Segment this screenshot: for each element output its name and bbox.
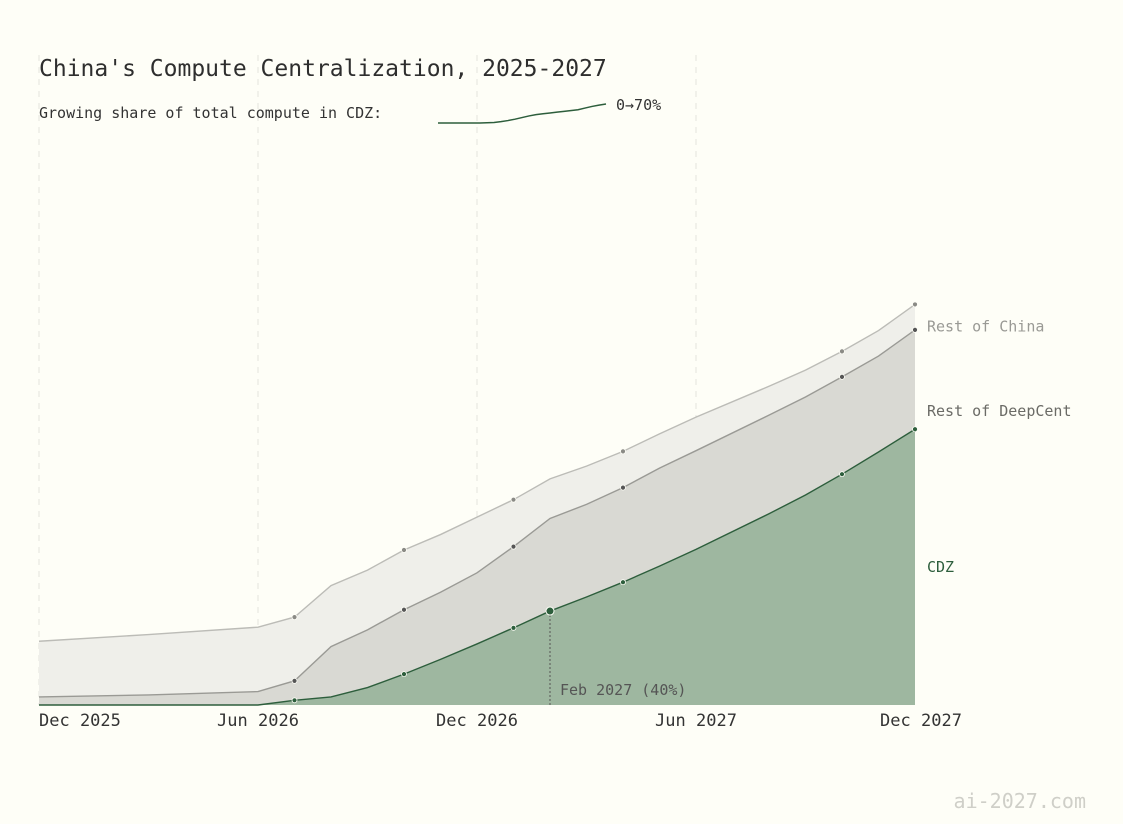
x-tick-jun-2026: Jun 2026 [217, 711, 299, 731]
annotation: Feb 2027 (40%) [545, 606, 686, 705]
marker-rest-of-deepcent-m10 [401, 606, 407, 613]
annotation-label: Feb 2027 (40%) [560, 681, 686, 699]
marker-cdz-m13 [510, 624, 517, 631]
data-markers [291, 301, 918, 704]
marker-rest-of-china-m24 [912, 301, 918, 308]
marker-rest-of-deepcent-m24 [912, 327, 918, 333]
marker-rest-of-deepcent-m16 [620, 484, 626, 491]
line-rest-of-deepcent [38, 329, 916, 698]
marker-rest-of-deepcent-m7 [291, 677, 298, 684]
area-rest-of-china [39, 304, 915, 697]
marker-rest-of-deepcent-m13 [510, 543, 517, 550]
marker-cdz-m24 [912, 426, 918, 433]
marker-rest-of-china-m10 [401, 547, 407, 553]
line-rest-of-china [38, 303, 916, 642]
marker-rest-of-china-m7 [291, 614, 298, 620]
series-labels: CDZ Rest of DeepCent Rest of China [927, 317, 1072, 576]
chart-title: China's Compute Centralization, 2025-202… [39, 56, 607, 82]
line-cdz [39, 428, 916, 706]
x-tick-jun-2027: Jun 2027 [655, 711, 737, 731]
share-range-label: 0→70% [616, 96, 661, 114]
watermark: ai-2027.com [954, 789, 1086, 813]
marker-rest-of-china-m13 [510, 496, 517, 503]
x-tick-dec-2027: Dec 2027 [880, 711, 962, 731]
annotation-point [545, 606, 555, 616]
series-label-rest-of-deepcent: Rest of DeepCent [927, 402, 1072, 420]
marker-cdz-m16 [620, 579, 626, 586]
marker-rest-of-deepcent-m22 [839, 373, 845, 380]
marker-cdz-m7 [291, 697, 298, 704]
x-tick-dec-2026: Dec 2026 [436, 711, 518, 731]
marker-rest-of-china-m22 [839, 348, 845, 355]
series-label-cdz: CDZ [927, 558, 954, 576]
marker-rest-of-china-m16 [620, 448, 626, 455]
chart-subtitle: Growing share of total compute in CDZ: [39, 104, 382, 122]
series-label-rest-of-china: Rest of China [927, 317, 1044, 335]
series-lines [38, 303, 916, 706]
area-cdz [39, 429, 915, 705]
marker-cdz-m10 [401, 671, 407, 678]
x-tick-dec-2025: Dec 2025 [39, 711, 121, 731]
marker-cdz-m22 [839, 471, 845, 478]
stacked-areas [39, 304, 915, 705]
share-sparkline [438, 103, 607, 124]
area-rest-of-deepcent [39, 329, 915, 705]
x-axis-ticks: Dec 2025 Jun 2026 Dec 2026 Jun 2027 Dec 2027 [39, 711, 962, 731]
